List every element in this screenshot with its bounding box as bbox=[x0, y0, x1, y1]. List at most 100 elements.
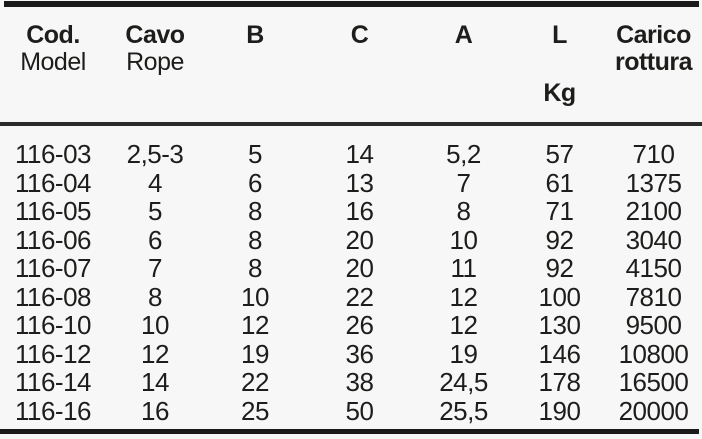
table-row: 116-05 5 8 16 8 71 2100 bbox=[0, 197, 702, 226]
column-subtitle: rottura bbox=[614, 48, 693, 76]
cell-l: 61 bbox=[545, 167, 574, 198]
cell-cavo-rope: 12 bbox=[141, 338, 169, 369]
cell-cod: 116-16 bbox=[14, 395, 92, 426]
cell-carico-rottura: 10800 bbox=[618, 338, 689, 369]
cell-carico-rottura: 20000 bbox=[618, 395, 689, 426]
cell-cavo-rope: 5 bbox=[148, 196, 162, 226]
cell-c: 14 bbox=[345, 139, 374, 169]
cell-b: 25 bbox=[241, 395, 269, 426]
cell-cavo-rope: 14 bbox=[141, 367, 169, 397]
column-unit bbox=[413, 80, 514, 107]
column-header-c: C bbox=[306, 22, 413, 107]
cell-b: 5 bbox=[248, 139, 262, 169]
cell-c: 16 bbox=[345, 196, 374, 226]
cell-l: 71 bbox=[545, 196, 574, 226]
cell-c: 26 bbox=[345, 310, 374, 340]
cell-cod: 116-07 bbox=[14, 253, 92, 283]
column-title: Carico bbox=[616, 21, 691, 49]
column-subtitle bbox=[306, 49, 413, 76]
column-header-carico-rottura: Carico rottura bbox=[605, 22, 702, 107]
cell-carico-rottura: 16500 bbox=[618, 367, 689, 397]
cell-c: 20 bbox=[345, 253, 374, 283]
table-row: 116-12 12 19 36 19 146 10800 bbox=[0, 338, 702, 369]
cell-carico-rottura: 3040 bbox=[625, 224, 682, 255]
column-subtitle bbox=[514, 49, 605, 76]
column-unit bbox=[106, 80, 204, 107]
cell-cavo-rope: 10 bbox=[141, 310, 169, 340]
cell-b: 22 bbox=[241, 367, 269, 397]
column-title: Cavo bbox=[125, 21, 185, 49]
column-header-b: B bbox=[204, 22, 306, 107]
column-unit: Kg bbox=[543, 79, 576, 107]
column-unit bbox=[605, 80, 702, 107]
column-title: L bbox=[552, 21, 567, 49]
table-row: 116-16 16 25 50 25,5 190 20000 bbox=[0, 395, 702, 426]
cell-cod: 116-12 bbox=[14, 338, 92, 369]
table-row: 116-14 14 22 38 24,5 178 16500 bbox=[0, 368, 702, 397]
cell-cavo-rope: 16 bbox=[141, 395, 169, 426]
cell-l: 190 bbox=[538, 395, 581, 426]
cell-a: 25,5 bbox=[439, 395, 488, 426]
column-title: B bbox=[246, 21, 264, 49]
cell-cod: 116-05 bbox=[14, 196, 92, 226]
cell-cod: 116-03 bbox=[14, 139, 92, 169]
cell-a: 10 bbox=[449, 224, 478, 255]
table-header: Cod. Model Cavo Rope B C A L Kg bbox=[0, 6, 702, 107]
column-title: Cod. bbox=[26, 21, 80, 49]
cell-c: 50 bbox=[345, 395, 374, 426]
cell-c: 36 bbox=[345, 338, 374, 369]
cell-c: 38 bbox=[345, 367, 374, 397]
column-title: C bbox=[350, 21, 369, 49]
header-separator-rule bbox=[0, 122, 702, 126]
cell-cavo-rope: 6 bbox=[148, 224, 162, 255]
cell-l: 146 bbox=[538, 338, 581, 369]
cell-l: 92 bbox=[545, 253, 574, 283]
cell-a: 7 bbox=[456, 167, 471, 198]
cell-b: 10 bbox=[241, 281, 269, 312]
column-unit bbox=[306, 80, 413, 107]
cell-cavo-rope: 2,5-3 bbox=[126, 139, 184, 169]
column-subtitle: Rope bbox=[126, 48, 184, 76]
cell-carico-rottura: 4150 bbox=[625, 253, 682, 283]
top-rule bbox=[4, 1, 699, 7]
cell-l: 92 bbox=[545, 224, 574, 255]
cell-c: 22 bbox=[345, 281, 374, 312]
cell-b: 6 bbox=[248, 167, 262, 198]
cell-cavo-rope: 4 bbox=[148, 167, 162, 198]
cell-carico-rottura: 1375 bbox=[625, 167, 682, 198]
cell-carico-rottura: 710 bbox=[632, 139, 675, 169]
table-row: 116-03 2,5-3 5 14 5,2 57 710 bbox=[0, 140, 702, 169]
table-row: 116-10 10 12 26 12 130 9500 bbox=[0, 311, 702, 340]
cell-l: 130 bbox=[538, 310, 581, 340]
column-header-a: A bbox=[413, 22, 514, 107]
cell-carico-rottura: 9500 bbox=[625, 310, 682, 340]
cell-cavo-rope: 8 bbox=[148, 281, 162, 312]
cell-carico-rottura: 7810 bbox=[625, 281, 682, 312]
cell-b: 12 bbox=[241, 310, 269, 340]
column-header-l: L Kg bbox=[514, 22, 605, 107]
table-row: 116-07 7 8 20 11 92 4150 bbox=[0, 254, 702, 283]
cell-cod: 116-06 bbox=[14, 224, 92, 255]
cell-b: 8 bbox=[248, 253, 262, 283]
table-row: 116-08 8 10 22 12 100 7810 bbox=[0, 281, 702, 312]
column-header-cavo-rope: Cavo Rope bbox=[106, 22, 204, 107]
cell-l: 57 bbox=[545, 139, 574, 169]
cell-b: 8 bbox=[248, 224, 262, 255]
cell-b: 19 bbox=[241, 338, 269, 369]
column-title: A bbox=[454, 21, 473, 49]
column-unit bbox=[0, 80, 106, 107]
cell-b: 8 bbox=[248, 196, 262, 226]
cell-cod: 116-08 bbox=[14, 281, 92, 312]
cell-a: 11 bbox=[450, 253, 478, 283]
column-header-cod: Cod. Model bbox=[0, 22, 106, 107]
cell-cavo-rope: 7 bbox=[148, 253, 162, 283]
cell-a: 24,5 bbox=[439, 367, 488, 397]
cell-a: 12 bbox=[449, 281, 478, 312]
cell-c: 13 bbox=[345, 167, 374, 198]
cell-a: 12 bbox=[449, 310, 478, 340]
cell-cod: 116-10 bbox=[14, 310, 92, 340]
cell-carico-rottura: 2100 bbox=[625, 196, 682, 226]
cell-cod: 116-14 bbox=[14, 367, 92, 397]
table-row: 116-06 6 8 20 10 92 3040 bbox=[0, 224, 702, 255]
